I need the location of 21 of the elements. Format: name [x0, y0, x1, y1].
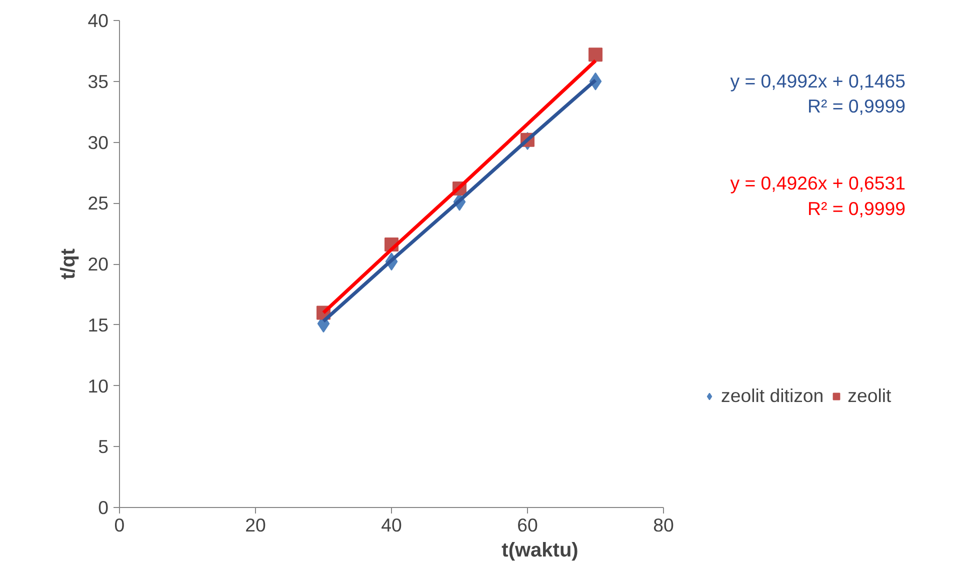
- x-axis-title: t(waktu): [502, 540, 578, 562]
- x-tick-label: 20: [245, 514, 266, 536]
- y-tick-label: 15: [88, 314, 109, 336]
- y-tick-label: 10: [88, 375, 109, 396]
- y-axis-title: t/qt: [58, 248, 80, 280]
- y-tick-label: 40: [88, 10, 109, 31]
- y-tick-label: 35: [88, 70, 109, 92]
- legend-label: zeolit: [848, 385, 892, 407]
- x-tick-label: 0: [114, 514, 125, 536]
- x-tick-label: 60: [517, 514, 538, 536]
- x-tick-label: 40: [381, 514, 402, 536]
- text: y = 0,4992x + 0,1465 R² = 0,9999: [730, 70, 906, 117]
- y-tick-label: 25: [88, 192, 109, 214]
- y-tick-label: 5: [98, 436, 109, 458]
- point: [588, 48, 602, 62]
- text: y = 0,4926x + 0,6531 R² = 0,9999: [730, 172, 906, 219]
- x-tick-label: 80: [653, 514, 674, 536]
- y-tick-label: 0: [98, 497, 109, 518]
- legend-label: zeolit ditizon: [721, 385, 824, 407]
- y-tick-label: 30: [88, 132, 109, 153]
- y-tick-label: 20: [88, 254, 109, 274]
